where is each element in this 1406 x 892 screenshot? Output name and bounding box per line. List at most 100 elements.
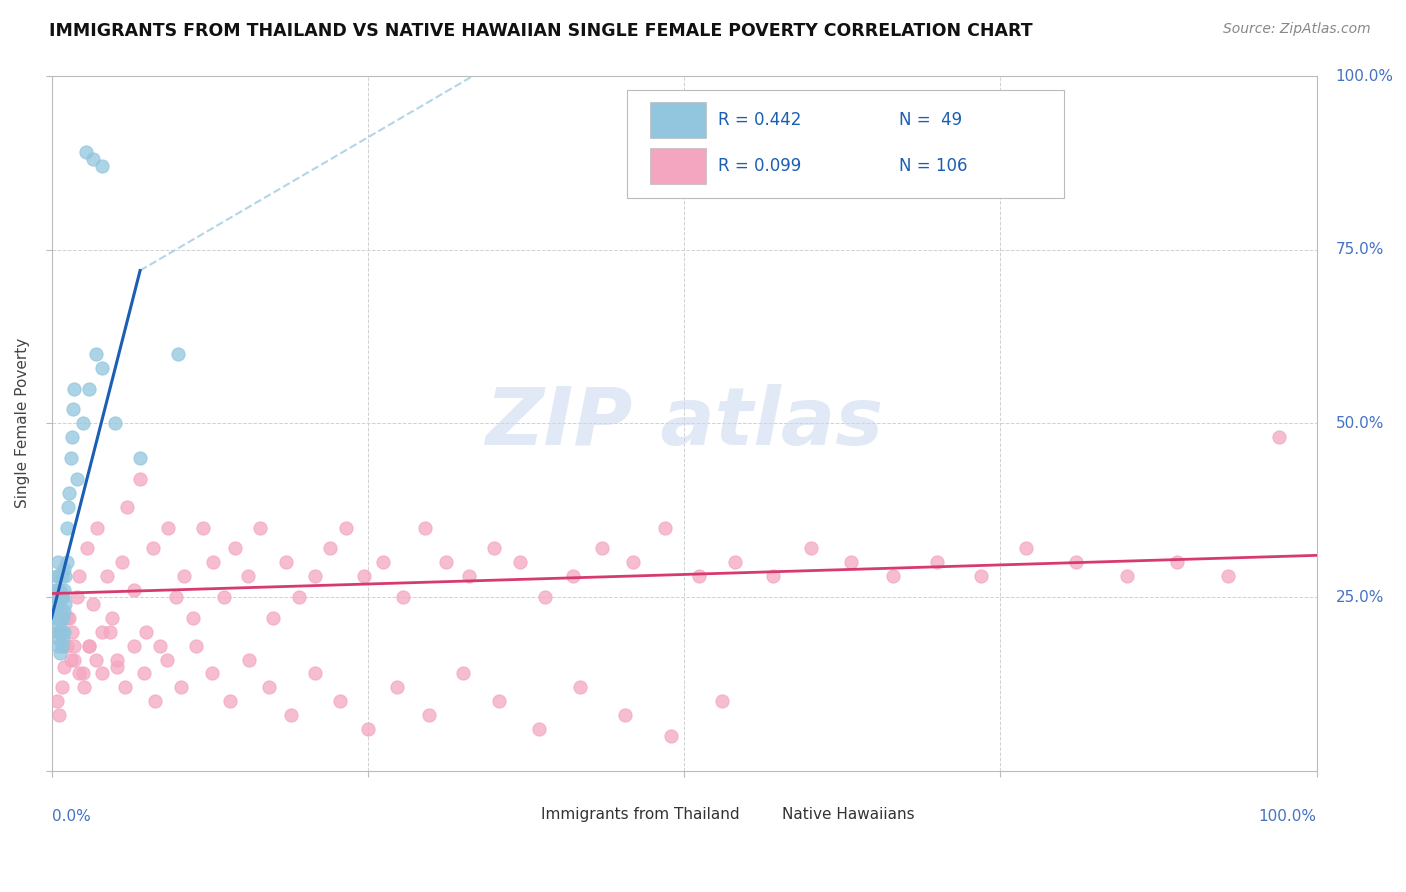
Point <box>63 382 86 396</box>
Point <box>52 590 75 604</box>
Point <box>927 555 949 569</box>
Point <box>53 659 76 673</box>
Point <box>53 562 76 576</box>
Point <box>58 486 80 500</box>
Point <box>167 347 190 361</box>
Point <box>55 520 77 534</box>
Text: 25.0%: 25.0% <box>1336 590 1384 605</box>
Point <box>59 652 82 666</box>
Point <box>49 604 72 618</box>
Point <box>72 666 94 681</box>
Point <box>46 624 69 639</box>
Point <box>882 569 904 583</box>
Point <box>262 611 284 625</box>
Point <box>280 708 302 723</box>
Point <box>561 569 583 583</box>
Point <box>613 708 636 723</box>
Point <box>79 639 101 653</box>
Text: 100.0%: 100.0% <box>1336 69 1393 84</box>
Point <box>75 145 97 160</box>
Point <box>98 624 121 639</box>
Point <box>55 555 77 569</box>
Point <box>45 590 67 604</box>
Point <box>319 541 342 556</box>
Text: Immigrants from Thailand: Immigrants from Thailand <box>541 807 740 822</box>
Point <box>105 659 128 673</box>
Point <box>59 451 82 466</box>
Point <box>193 520 215 534</box>
Point <box>52 611 75 625</box>
Point <box>357 722 380 736</box>
Point <box>169 681 191 695</box>
Point <box>413 520 436 534</box>
Point <box>52 639 75 653</box>
Point <box>156 520 179 534</box>
Point <box>135 624 157 639</box>
Point <box>569 681 592 695</box>
Point <box>49 624 72 639</box>
Point <box>122 583 145 598</box>
Point <box>224 541 246 556</box>
Point <box>48 590 70 604</box>
Text: Source: ZipAtlas.com: Source: ZipAtlas.com <box>1223 22 1371 37</box>
Point <box>44 583 66 598</box>
Point <box>385 681 408 695</box>
Point <box>257 681 280 695</box>
Point <box>329 694 352 708</box>
Text: N = 106: N = 106 <box>900 157 967 176</box>
Point <box>63 652 86 666</box>
Point <box>46 597 69 611</box>
FancyBboxPatch shape <box>740 807 770 829</box>
Point <box>219 694 242 708</box>
FancyBboxPatch shape <box>499 807 530 829</box>
Text: Native Hawaiians: Native Hawaiians <box>782 807 914 822</box>
Point <box>623 555 645 569</box>
Point <box>1014 541 1036 556</box>
Point <box>55 639 77 653</box>
Point <box>51 590 73 604</box>
Point <box>48 632 70 646</box>
Point <box>105 652 128 666</box>
FancyBboxPatch shape <box>650 102 706 138</box>
Point <box>117 500 139 514</box>
Point <box>353 569 375 583</box>
Y-axis label: Single Female Poverty: Single Female Poverty <box>15 338 30 508</box>
Point <box>72 417 94 431</box>
Point <box>129 451 152 466</box>
Point <box>104 417 127 431</box>
Point <box>434 555 457 569</box>
Point <box>288 590 311 604</box>
Point <box>122 639 145 653</box>
Point <box>591 541 613 556</box>
Point <box>484 541 506 556</box>
Point <box>488 694 510 708</box>
Point <box>53 583 76 598</box>
Point <box>1267 430 1289 444</box>
Point <box>48 708 70 723</box>
Point <box>527 722 550 736</box>
Point <box>688 569 710 583</box>
Point <box>52 632 75 646</box>
Point <box>142 541 165 556</box>
Point <box>451 666 474 681</box>
Point <box>45 569 67 583</box>
Point <box>60 624 83 639</box>
Point <box>1064 555 1087 569</box>
Point <box>82 597 104 611</box>
Point <box>67 569 90 583</box>
Point <box>53 604 76 618</box>
Point <box>56 500 79 514</box>
Point <box>55 597 77 611</box>
Point <box>458 569 481 583</box>
Point <box>62 402 84 417</box>
Point <box>79 639 101 653</box>
Point <box>49 646 72 660</box>
Point <box>509 555 531 569</box>
Point <box>63 639 86 653</box>
Point <box>82 153 104 167</box>
Point <box>156 652 179 666</box>
Point <box>201 666 224 681</box>
Point <box>418 708 440 723</box>
Point <box>91 666 114 681</box>
Text: 50.0%: 50.0% <box>1336 416 1384 431</box>
